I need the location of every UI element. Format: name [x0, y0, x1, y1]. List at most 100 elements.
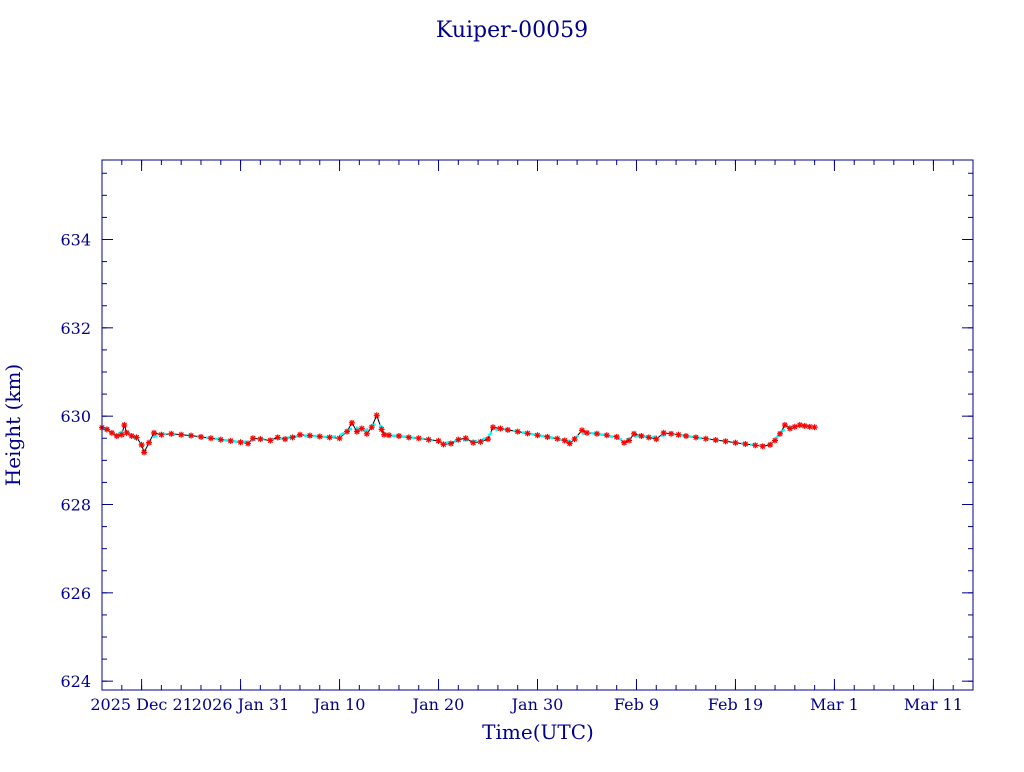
x-tick-label: 2025 Dec 21 [90, 695, 193, 714]
data-point [767, 441, 774, 448]
data-point [395, 433, 402, 439]
data-point [326, 434, 333, 441]
data-point [759, 443, 766, 450]
data-point [534, 432, 541, 439]
y-axis-label: Height (km) [1, 364, 25, 486]
data-point [198, 433, 204, 440]
data-point [405, 434, 412, 441]
chart-title: Kuiper-00059 [436, 18, 588, 43]
data-point [497, 425, 504, 432]
data-point [207, 435, 214, 442]
data-point [435, 437, 442, 444]
data-point [653, 436, 660, 443]
data-point [113, 433, 120, 439]
plot-frame [101, 159, 974, 691]
data-point [524, 430, 531, 437]
data-point [712, 437, 719, 443]
x-tick-label: Mar 1 [810, 695, 859, 714]
data-point [603, 432, 610, 439]
data-point [146, 439, 152, 446]
data-point [660, 429, 667, 436]
data-point [373, 412, 380, 419]
data-point [462, 435, 469, 442]
data-point [358, 425, 365, 432]
data-point [415, 435, 422, 442]
data-point [806, 423, 813, 430]
data-point [368, 424, 375, 431]
data-point [668, 430, 675, 437]
data-point [386, 432, 392, 439]
data-point [133, 434, 140, 441]
data-point [217, 436, 224, 443]
y-tick-label: 626 [60, 584, 91, 603]
data-point [692, 434, 699, 441]
data-point [108, 429, 115, 436]
data-point [645, 434, 652, 441]
data-point [378, 426, 385, 433]
data-point [742, 441, 749, 447]
data-point [188, 432, 195, 439]
data-point [504, 426, 511, 433]
data-point [579, 427, 585, 434]
data-point [732, 439, 739, 446]
data-point [786, 425, 793, 432]
data-point [485, 436, 491, 443]
data-point [267, 437, 274, 444]
data-point [455, 436, 462, 443]
data-point [348, 419, 355, 426]
data-point [791, 423, 798, 430]
data-point [772, 437, 778, 444]
data-point [470, 439, 477, 446]
data-point [447, 440, 454, 447]
data-point [626, 437, 633, 444]
data-point [141, 449, 148, 456]
x-tick-label: Feb 19 [708, 695, 763, 714]
data-point [722, 438, 729, 445]
data-point [544, 433, 551, 440]
data-point [683, 433, 689, 439]
data-point [752, 442, 759, 449]
y-tick-label: 628 [60, 496, 91, 515]
data-point [631, 430, 637, 437]
data-point [621, 439, 628, 446]
data-point [257, 436, 264, 443]
data-point [353, 428, 360, 435]
data-point [128, 433, 135, 439]
y-tick-label: 630 [60, 407, 91, 426]
data-point [566, 440, 573, 447]
data-point [344, 428, 350, 435]
data-point [777, 430, 783, 437]
data-point [316, 433, 323, 440]
x-tick-label: Mar 11 [904, 695, 963, 714]
data-point [363, 430, 370, 437]
data-point [282, 436, 289, 443]
data-point [158, 431, 165, 438]
data-point [554, 435, 561, 442]
data-point [168, 430, 175, 437]
data-point [237, 439, 244, 446]
series-layer [99, 412, 818, 456]
data-point [227, 437, 234, 444]
data-point [121, 422, 128, 428]
x-tick-label: 2026 Jan 31 [192, 695, 290, 714]
data-point [781, 422, 788, 428]
series-line [101, 413, 815, 454]
data-point [103, 426, 110, 433]
data-point [638, 433, 645, 439]
x-tick-label: Feb 9 [614, 695, 659, 714]
series-smooth-line [101, 422, 815, 449]
data-point [801, 422, 808, 429]
data-point [336, 435, 343, 442]
data-point [123, 429, 130, 436]
data-point [561, 437, 568, 444]
data-point [440, 441, 447, 448]
data-point [613, 433, 620, 440]
x-axis-label: Time(UTC) [482, 720, 594, 744]
data-point [249, 435, 256, 442]
data-point [245, 440, 251, 447]
data-point [477, 438, 484, 445]
data-point [425, 436, 432, 443]
data-point [274, 434, 281, 441]
